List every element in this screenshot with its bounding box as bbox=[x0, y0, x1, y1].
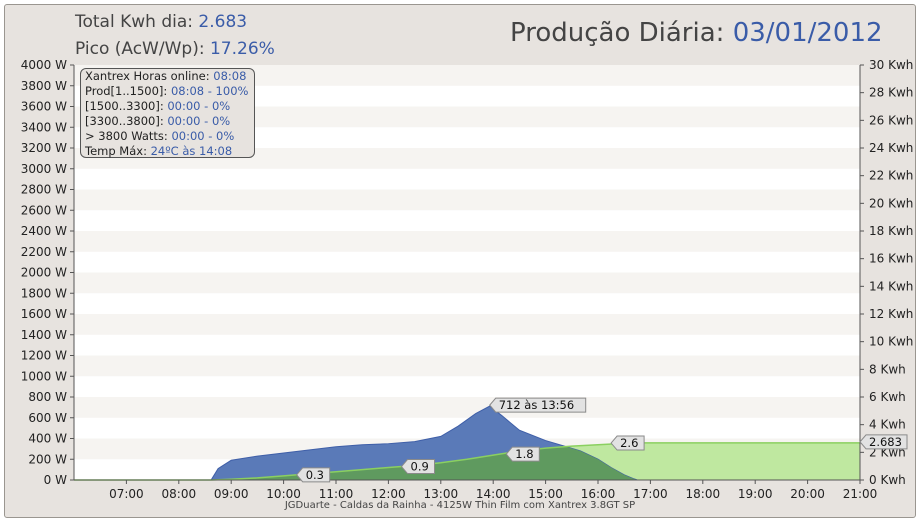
y-left-tick-label: 3200 W bbox=[21, 141, 67, 155]
y-left-tick-label: 3000 W bbox=[21, 162, 67, 176]
info-box: Xantrex Horas online: 08:08 Prod[1..1500… bbox=[80, 68, 255, 158]
chart-footer: JGDuarte - Caldas da Rainha - 4125W Thin… bbox=[284, 500, 636, 511]
title-date: 03/01/2012 bbox=[732, 18, 883, 48]
x-tick-label: 18:00 bbox=[686, 487, 721, 501]
grid-band bbox=[74, 231, 860, 252]
data-label: 2.6 bbox=[620, 436, 638, 450]
data-label-box bbox=[505, 446, 540, 462]
data-label: 0.3 bbox=[306, 468, 324, 482]
y-left-tick-label: 2400 W bbox=[21, 224, 67, 238]
y-right-tick-label: 0 Kwh bbox=[869, 473, 906, 487]
info-online: Xantrex Horas online: 08:08 bbox=[85, 69, 247, 83]
y-right-tick-label: 18 Kwh bbox=[869, 224, 913, 238]
x-tick-label: 14:00 bbox=[476, 487, 511, 501]
grid-band bbox=[74, 272, 860, 294]
x-tick-label: 11:00 bbox=[319, 487, 354, 501]
y-left-tick-label: 2000 W bbox=[21, 266, 67, 280]
data-label: 1.8 bbox=[515, 447, 533, 461]
x-tick-label: 15:00 bbox=[528, 487, 563, 501]
grid-band bbox=[74, 189, 860, 211]
y-left-tick-label: 1200 W bbox=[21, 349, 67, 363]
y-left-tick-label: 1000 W bbox=[21, 369, 67, 383]
x-tick-label: 07:00 bbox=[109, 487, 144, 501]
data-label-box bbox=[610, 435, 645, 451]
data-label: 0.9 bbox=[411, 460, 429, 474]
y-right-tick-label: 26 Kwh bbox=[869, 113, 913, 127]
grid-band bbox=[74, 397, 860, 418]
y-right-tick-label: 4 Kwh bbox=[869, 418, 906, 432]
y-right-tick-label: 16 Kwh bbox=[869, 252, 913, 266]
y-left-tick-label: 2600 W bbox=[21, 203, 67, 217]
x-tick-label: 17:00 bbox=[633, 487, 668, 501]
y-left-tick-label: 3600 W bbox=[21, 100, 67, 114]
info-prod: Prod[1..1500]: 08:08 - 100% bbox=[85, 84, 249, 98]
peak-label: Pico (AcW/Wp): 17.26% bbox=[75, 39, 275, 59]
info-range4: > 3800 Watts: 00:00 - 0% bbox=[85, 129, 235, 143]
y-left-tick-label: 1400 W bbox=[21, 328, 67, 342]
y-right-tick-label: 6 Kwh bbox=[869, 390, 906, 404]
y-left-tick-label: 3400 W bbox=[21, 120, 67, 134]
y-right-tick-label: 10 Kwh bbox=[869, 335, 913, 349]
y-left-tick-label: 200 W bbox=[28, 452, 67, 466]
data-label-box bbox=[400, 459, 435, 475]
x-tick-label: 20:00 bbox=[790, 487, 825, 501]
x-tick-label: 10:00 bbox=[266, 487, 301, 501]
y-left-tick-label: 400 W bbox=[28, 432, 67, 446]
total-kwh-value: 2.683 bbox=[198, 12, 248, 32]
peak-value: 17.26% bbox=[209, 39, 275, 59]
y-left-tick-label: 3800 W bbox=[21, 79, 67, 93]
x-tick-label: 19:00 bbox=[738, 487, 773, 501]
info-range3: [3300..3800]: 00:00 - 0% bbox=[85, 114, 231, 128]
total-kwh-label: Total Kwh dia: 2.683 bbox=[75, 12, 248, 32]
data-label: 2.683 bbox=[869, 435, 902, 449]
y-left-tick-label: 2200 W bbox=[21, 245, 67, 259]
y-left-tick-label: 0 W bbox=[44, 473, 67, 487]
x-tick-label: 09:00 bbox=[214, 487, 249, 501]
y-right-tick-label: 28 Kwh bbox=[869, 86, 913, 100]
grid-band bbox=[74, 355, 860, 377]
x-tick-label: 13:00 bbox=[424, 487, 459, 501]
y-left-tick-label: 1600 W bbox=[21, 307, 67, 321]
y-right-tick-label: 30 Kwh bbox=[869, 58, 913, 72]
y-left-tick-label: 600 W bbox=[28, 411, 67, 425]
page-title: Produção Diária: 03/01/2012 bbox=[510, 18, 883, 48]
data-label-box bbox=[859, 434, 908, 450]
grid-band bbox=[74, 148, 860, 169]
y-right-tick-label: 22 Kwh bbox=[869, 169, 913, 183]
y-right-tick-label: 12 Kwh bbox=[869, 307, 913, 321]
info-range2: [1500..3300]: 00:00 - 0% bbox=[85, 99, 231, 113]
y-right-tick-label: 24 Kwh bbox=[869, 141, 913, 155]
y-right-tick-label: 14 Kwh bbox=[869, 279, 913, 293]
data-label: 712 às 13:56 bbox=[499, 398, 574, 412]
grid-band bbox=[74, 314, 860, 335]
y-left-tick-label: 4000 W bbox=[21, 58, 67, 72]
grid-band bbox=[74, 106, 860, 128]
y-left-tick-label: 2800 W bbox=[21, 183, 67, 197]
data-label-box bbox=[489, 397, 587, 413]
x-tick-label: 12:00 bbox=[371, 487, 406, 501]
data-label-box bbox=[296, 467, 331, 483]
y-left-tick-label: 1800 W bbox=[21, 286, 67, 300]
y-left-tick-label: 800 W bbox=[28, 390, 67, 404]
y-right-tick-label: 8 Kwh bbox=[869, 362, 906, 376]
x-tick-label: 21:00 bbox=[843, 487, 878, 501]
y-right-tick-label: 20 Kwh bbox=[869, 196, 913, 210]
x-tick-label: 16:00 bbox=[581, 487, 616, 501]
info-temp: Temp Máx: 24ºC às 14:08 bbox=[85, 144, 233, 158]
x-tick-label: 08:00 bbox=[162, 487, 197, 501]
grid-band bbox=[74, 65, 860, 86]
